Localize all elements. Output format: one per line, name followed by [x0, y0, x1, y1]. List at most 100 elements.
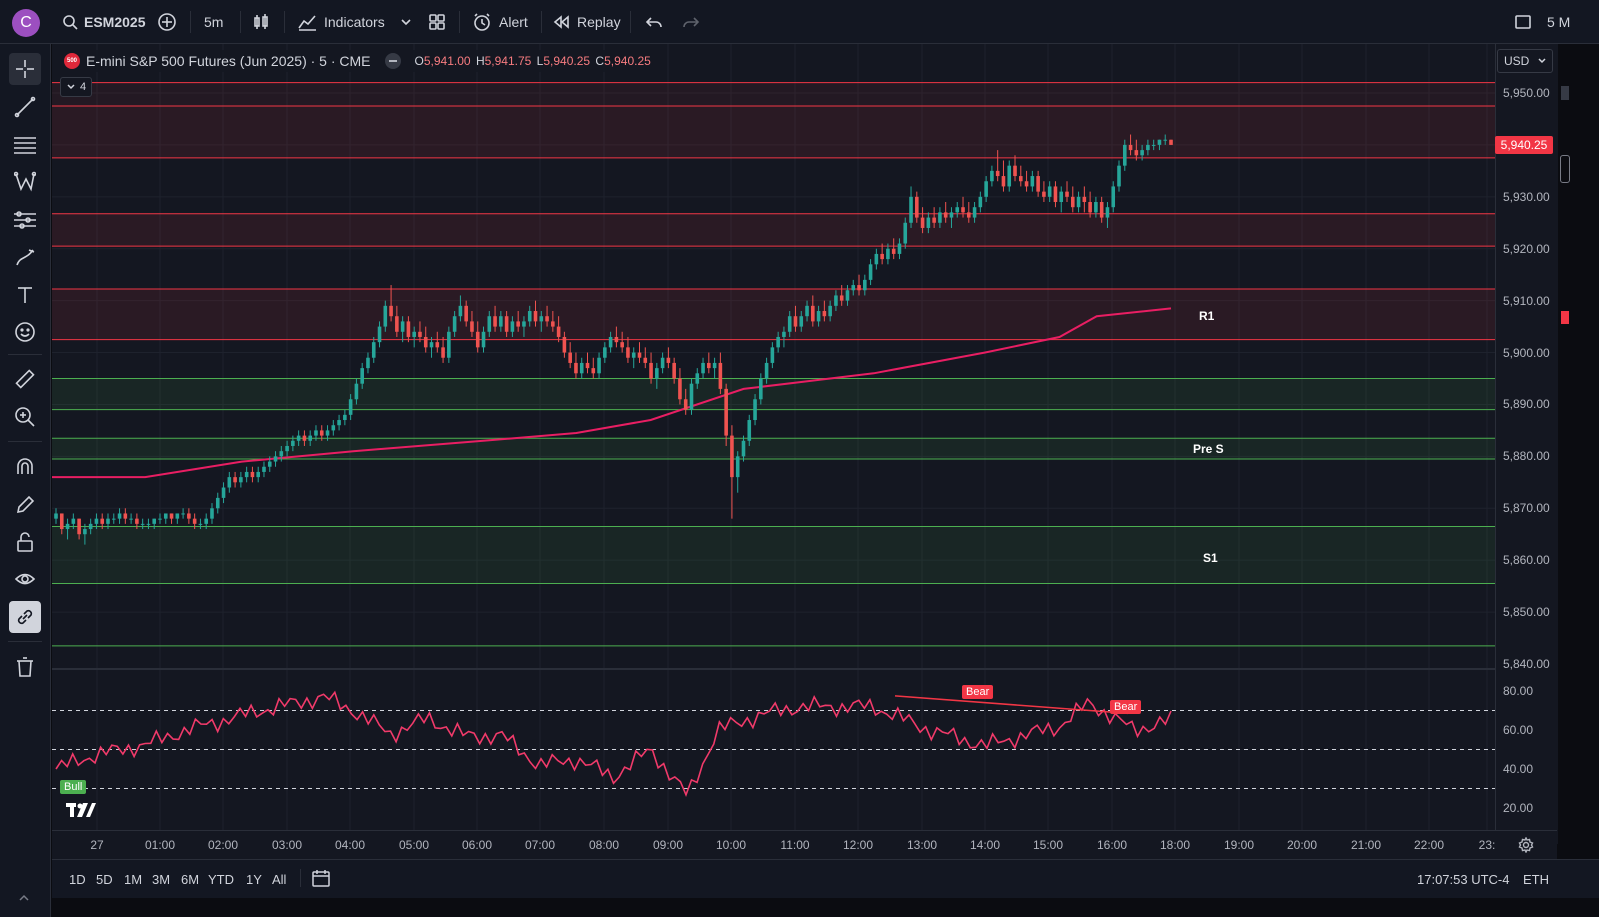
time-axis-label: 23:: [1478, 838, 1496, 852]
layout-label[interactable]: 5 M: [1547, 13, 1571, 30]
candle-body: [158, 518, 162, 520]
brush-tool[interactable]: [9, 241, 41, 273]
zoom-tool[interactable]: [9, 401, 41, 433]
fullscreen-button[interactable]: [1514, 0, 1532, 43]
candle-body: [1117, 165, 1121, 187]
pencil-icon: [16, 495, 35, 514]
range-button-1d[interactable]: 1D: [69, 872, 86, 887]
price-scale[interactable]: [1495, 44, 1558, 844]
tradingview-logo[interactable]: [66, 801, 96, 824]
candle-body: [487, 316, 492, 332]
magnet-tool[interactable]: [9, 451, 41, 483]
candle-body: [314, 430, 318, 436]
trend-line-tool[interactable]: [9, 91, 41, 123]
candle-body: [481, 331, 486, 348]
candle-body: [319, 430, 324, 436]
chart-settings-button[interactable]: [1518, 836, 1534, 858]
time-axis[interactable]: [52, 830, 1557, 859]
s1-label: S1: [1203, 551, 1218, 565]
candle-body: [1030, 176, 1035, 187]
chart-type-button[interactable]: [252, 0, 270, 43]
candle-body: [129, 518, 133, 520]
indicators-collapse-toggle[interactable]: 4: [60, 77, 93, 97]
candle-body: [1042, 191, 1046, 197]
range-button-1m[interactable]: 1M: [124, 872, 143, 887]
candle-body: [366, 357, 370, 369]
remove-drawings-tool[interactable]: [9, 651, 41, 683]
candle-body: [776, 336, 780, 348]
calendar-icon: [312, 870, 330, 887]
session-label[interactable]: ETH: [1523, 872, 1549, 887]
candle-body: [753, 399, 757, 421]
stay-in-drawing-tool[interactable]: [9, 489, 41, 521]
layouts-button[interactable]: [428, 0, 446, 43]
undo-button[interactable]: [645, 0, 663, 43]
visibility-tool[interactable]: [9, 563, 41, 595]
candle-body: [886, 248, 890, 260]
currency-selector[interactable]: USD: [1497, 49, 1553, 73]
replay-button[interactable]: Replay: [552, 0, 621, 43]
user-avatar[interactable]: C: [12, 9, 40, 37]
candle-body: [337, 420, 341, 426]
candle-body: [371, 342, 376, 358]
price-axis-label: 5,920.00: [1503, 241, 1550, 256]
candle-body: [111, 518, 116, 520]
candle-body: [712, 362, 717, 369]
drawing-toolbar: [0, 44, 51, 917]
candle-body: [574, 362, 578, 374]
time-axis-label: 16:00: [1096, 838, 1128, 852]
candle-body: [1024, 181, 1029, 187]
time-axis-label: 03:00: [271, 838, 303, 852]
emoji-tool[interactable]: [9, 316, 41, 348]
price-chart[interactable]: [52, 44, 1495, 858]
clock-label[interactable]: 17:07:53 UTC-4: [1417, 872, 1510, 887]
pattern-tool[interactable]: [9, 166, 41, 198]
scale-handle[interactable]: [1560, 155, 1570, 183]
candle-body: [354, 383, 359, 400]
candle-body: [418, 331, 422, 337]
symbol-search-button[interactable]: ESM2025: [62, 0, 145, 43]
candle-body: [978, 196, 983, 208]
candle-body: [533, 311, 538, 322]
candle-body: [1134, 150, 1139, 156]
crosshair-icon: [16, 60, 34, 78]
measure-tool[interactable]: [9, 363, 41, 395]
range-button-6m[interactable]: 6M: [181, 872, 200, 887]
indicator-templates-dropdown[interactable]: [400, 0, 412, 43]
symbol-title: E-mini S&P 500 Futures (Jun 2025) · 5 · …: [86, 53, 371, 69]
market-status-icon[interactable]: [384, 53, 401, 69]
sync-drawings-tool[interactable]: [9, 601, 41, 633]
time-axis-label: 11:00: [780, 838, 810, 852]
range-button-all[interactable]: All: [272, 872, 287, 887]
candle-body: [464, 305, 468, 322]
candle-body: [1105, 207, 1110, 218]
lock-tool[interactable]: [9, 526, 41, 558]
bear-signal-tag: Bear: [1110, 700, 1142, 714]
candle-body: [1157, 139, 1162, 145]
goto-date-button[interactable]: [311, 868, 331, 893]
range-button-5d[interactable]: 5D: [96, 872, 113, 887]
candle-body: [845, 290, 850, 301]
crosshair-tool[interactable]: [9, 53, 41, 85]
collapse-arrow[interactable]: [18, 889, 30, 907]
fib-tool[interactable]: [9, 129, 41, 161]
range-button-ytd[interactable]: YTD: [208, 872, 234, 887]
candle-body: [187, 513, 191, 519]
candle-body: [348, 399, 353, 415]
scale-marker: [1561, 86, 1569, 100]
compare-symbol-button[interactable]: [157, 0, 177, 43]
vwap-line: [52, 307, 1172, 479]
redo-button[interactable]: [682, 0, 700, 43]
price-axis-label: 5,840.00: [1503, 657, 1550, 671]
rsi-axis-label: 20.00: [1503, 801, 1534, 815]
forecast-tool[interactable]: [9, 204, 41, 236]
candle-body: [395, 316, 399, 332]
indicators-button[interactable]: Indicators: [297, 0, 385, 43]
range-button-1y[interactable]: 1Y: [246, 872, 262, 887]
alert-button[interactable]: Alert: [472, 0, 528, 43]
symbol-legend[interactable]: 500 E-mini S&P 500 Futures (Jun 2025) · …: [60, 50, 657, 72]
text-tool[interactable]: [9, 279, 41, 311]
candle-body: [620, 342, 624, 348]
range-button-3m[interactable]: 3M: [152, 872, 171, 887]
interval-button[interactable]: 5m: [204, 0, 223, 43]
